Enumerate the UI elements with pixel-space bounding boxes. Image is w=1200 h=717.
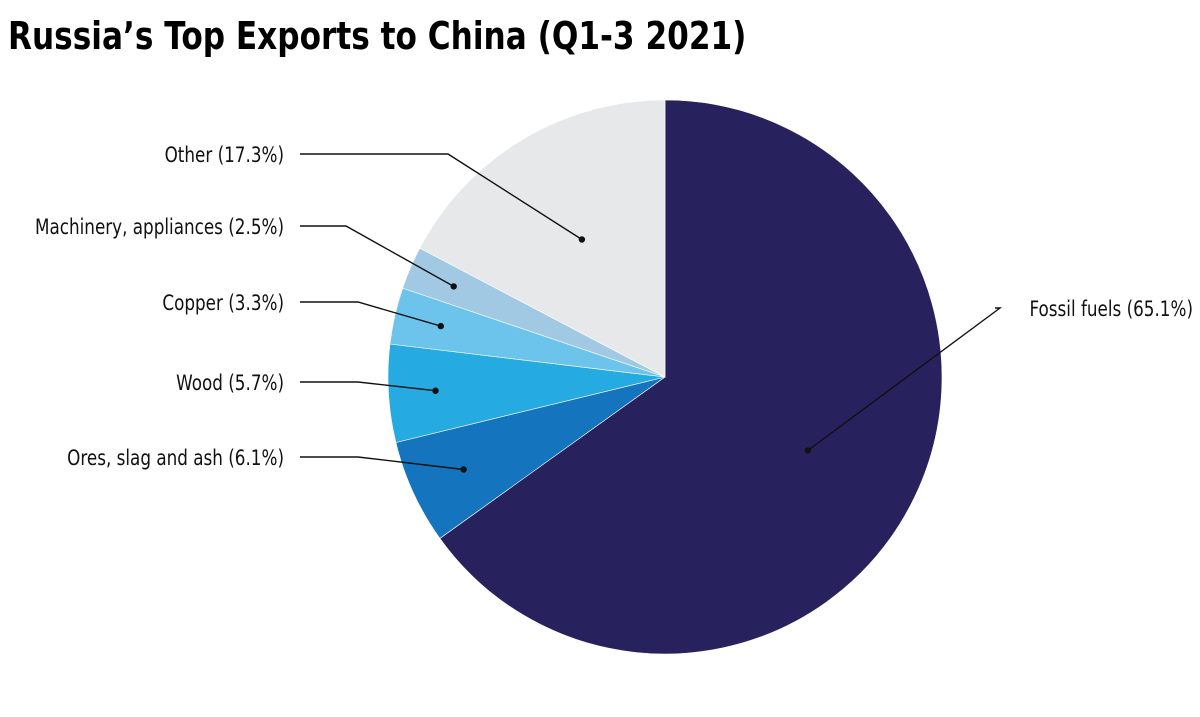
leader-line-fossil-fuels xyxy=(807,307,1003,451)
leader-line-other xyxy=(300,153,583,241)
leader-dot-machinery-appliances xyxy=(450,283,457,290)
leader-dot-other xyxy=(578,236,586,243)
leader-dot-copper xyxy=(437,322,444,330)
pie-slices xyxy=(387,99,943,655)
leader-dot-wood xyxy=(432,387,439,394)
slice-label-ores-slag-and-ash: Ores, slag and ash (6.1%) xyxy=(67,446,284,470)
slice-label-copper: Copper (3.3%) xyxy=(162,291,284,315)
slice-label-wood: Wood (5.7%) xyxy=(176,371,284,395)
leader-dot-ores-slag-and-ash xyxy=(460,466,467,473)
leader-line-ores-slag-and-ash xyxy=(300,456,464,471)
leader-line-wood xyxy=(300,381,436,392)
pie-slice-fossil-fuels xyxy=(439,99,943,655)
leader-line-copper xyxy=(300,301,441,327)
leader-line-machinery-appliances xyxy=(300,225,455,288)
chart-title: Russia’s Top Exports to China (Q1-3 2021… xyxy=(8,14,747,58)
slice-label-fossil-fuels: Fossil fuels (65.1%) xyxy=(1029,297,1193,321)
pie-slice-other xyxy=(419,99,666,378)
slice-label-other: Other (17.3%) xyxy=(165,143,284,167)
pie-labels: Fossil fuels (65.1%) Ores, slag and ash (… xyxy=(35,143,1193,473)
leader-dot-fossil-fuels xyxy=(804,447,812,454)
slice-label-machinery-appliances: Machinery, appliances (2.5%) xyxy=(35,215,284,239)
